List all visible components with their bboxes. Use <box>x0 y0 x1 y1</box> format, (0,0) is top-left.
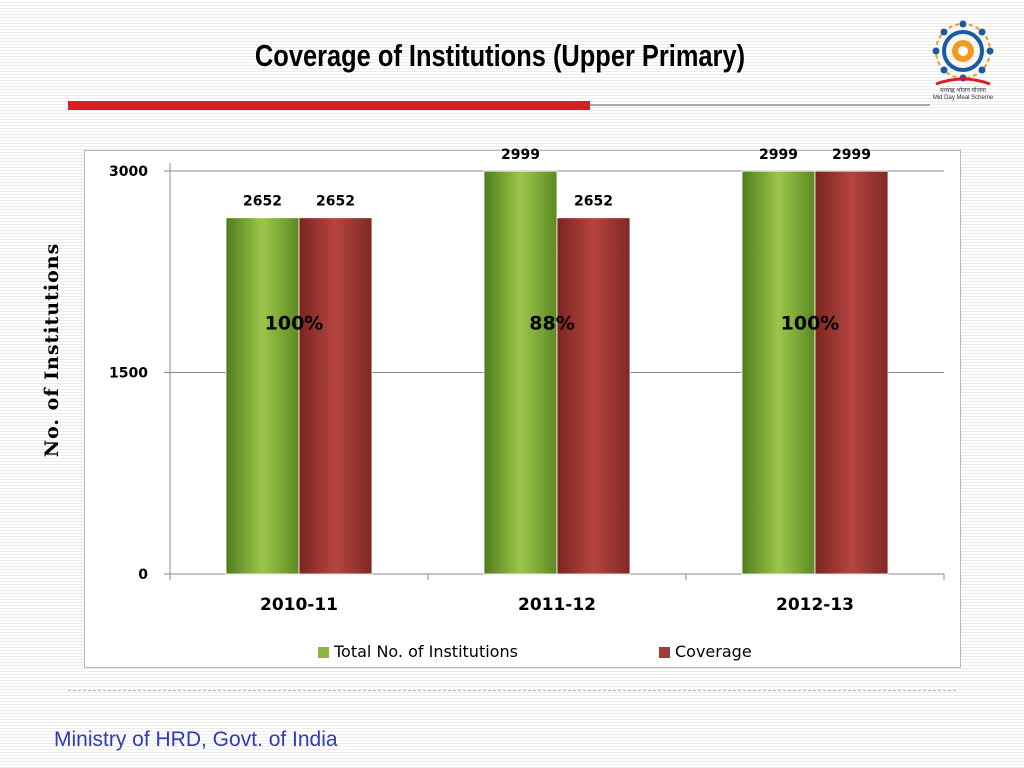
title-underline-gray <box>590 104 930 106</box>
slide-title: Coverage of Institutions (Upper Primary) <box>254 38 746 73</box>
y-axis-label: No. of Institutions <box>41 242 63 458</box>
title-underline-red <box>68 101 590 110</box>
footer-divider <box>68 690 956 691</box>
logo-caption-hindi: मध्याह्न भोजन योजना <box>940 88 986 94</box>
logo-caption: मध्याह्न भोजन योजना Mid Day Meal Scheme <box>928 88 998 102</box>
footer-text: Ministry of HRD, Govt. of India <box>54 728 338 751</box>
logo-caption-english: Mid Day Meal Scheme <box>932 95 994 101</box>
chart-frame <box>84 150 961 668</box>
mid-day-meal-logo <box>932 20 994 86</box>
